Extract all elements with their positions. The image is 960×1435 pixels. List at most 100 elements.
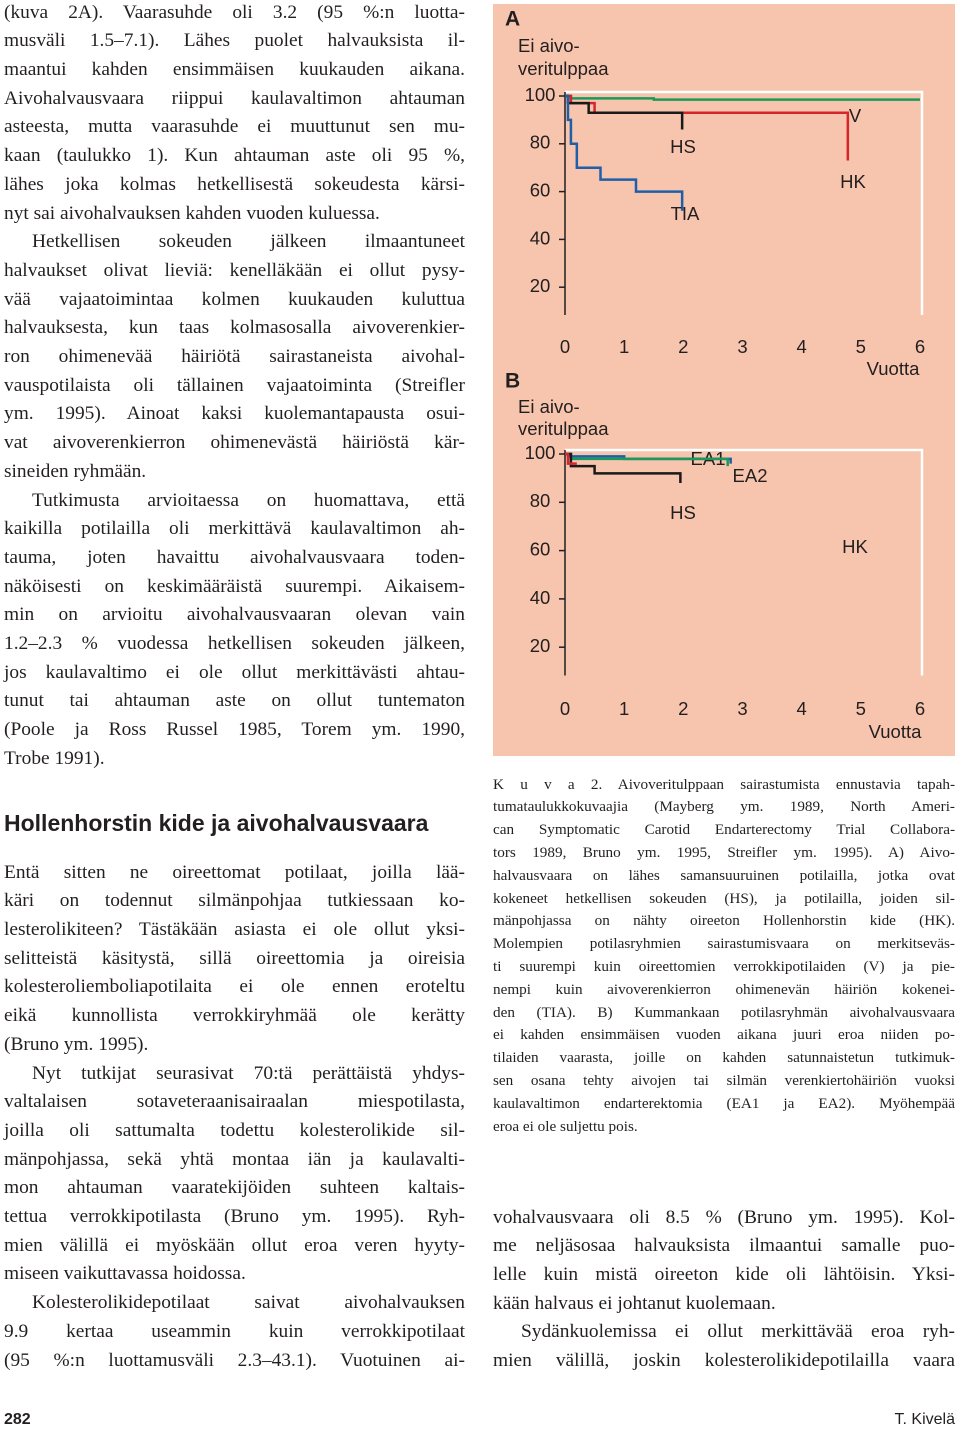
text-line: maantui kahden ensimmäisen kuukauden aik…: [4, 59, 465, 81]
text-line: mon ahtauman vaaratekijöiden suhteen kal…: [4, 1177, 465, 1199]
text-line: (Bruno ym. 1995).: [4, 1033, 149, 1055]
text-line: kolesteroliemboliapotilaita ei ole ennen…: [4, 976, 465, 998]
x-tick-label: 2: [678, 698, 688, 719]
text-line: 1.2–2.3 % vuodessa hetkellisen sokeuden …: [4, 633, 465, 655]
plot-frame: [565, 448, 924, 676]
y-tick-label: 20: [530, 635, 551, 656]
text-line: kaulavaltimon endarterektomia (EA1 ja EA…: [493, 1094, 955, 1112]
y-tick-label: 60: [530, 538, 551, 559]
text-line: nempi kuin aivoverenkierron ohimenevän h…: [493, 980, 955, 998]
text-line: tilaiden vaarasta, joille on kahden satu…: [493, 1049, 955, 1067]
series-label: HK: [840, 171, 866, 192]
x-tick-label: 4: [797, 698, 807, 719]
text-line: Nyt tutkijat seurasivat 70:tä perättäist…: [32, 1062, 465, 1084]
text-line: ti suurempi kuin oireettomien verrokkipo…: [493, 958, 955, 975]
text-line: Tutkimusta arvioitaessa on huomattava, e…: [32, 489, 465, 511]
survival-curve: [565, 94, 684, 211]
y-axis-title: veritulppaa: [518, 58, 609, 79]
text-line: ym. 1995). Ainoat kaksi kuolemantapausta…: [4, 403, 465, 425]
text-line: min on arvioitu aivohalvausvaaran olevan…: [4, 604, 465, 626]
series-label: EA2: [733, 465, 768, 486]
x-tick-label: 1: [619, 698, 629, 719]
text-line: tunut tai ahtauman aste on ollut tuntema…: [4, 690, 465, 712]
y-axis-title: veritulppaa: [518, 418, 609, 439]
survival-curve: [565, 452, 682, 483]
x-tick-label: 5: [856, 698, 866, 719]
text-line: lesterolikiteen? Tästäkään asiasta ei ol…: [4, 919, 465, 941]
y-tick-label: 100: [525, 84, 556, 105]
text-line: Molempien potilasryhmien sairastumisvaar…: [493, 935, 955, 953]
text-line: (Poole ja Ross Russel 1985, Torem ym. 19…: [4, 719, 465, 741]
text-line: sineiden ryhmään.: [4, 460, 147, 482]
text-line: musväli 1.5–7.1). Lähes puolet halvauksi…: [4, 30, 465, 52]
text-line: Entä sitten ne oireettomat potilaat, joi…: [4, 861, 465, 883]
text-line: ei kahden ensimmäisen vuoden aikana juur…: [493, 1026, 955, 1044]
x-tick-label: 5: [856, 336, 866, 357]
plot-frame: [565, 90, 924, 315]
panel-letter: A: [505, 8, 520, 31]
text-line: joilla oli sattumalta todettu kolesterol…: [4, 1119, 465, 1141]
panel-letter: B: [505, 370, 520, 393]
series-label: V: [849, 105, 862, 126]
text-line: mänpohjassa on nähty oireeton Hollenhors…: [493, 912, 955, 930]
x-tick-label: 6: [915, 698, 925, 719]
y-tick-label: 100: [525, 442, 556, 463]
y-tick-label: 80: [530, 132, 551, 153]
text-line: mien välillä ei myöskään ollut eroa vere…: [4, 1234, 465, 1256]
text-line: kaan (taulukko 1). Kun ahtauman aste oli…: [4, 145, 465, 167]
text-line: K u v a 2. Aivoveritulppaan sairastumist…: [493, 775, 955, 793]
text-line: den (TIA). B) Kummankaan potilasryhmän a…: [493, 1003, 955, 1021]
text-line: tauma, joten havaittu aivohalvausvaara t…: [4, 546, 465, 568]
figure-background: [493, 4, 955, 756]
text-line: (95 %:n luottamusväli 2.3–43.1). Vuotuin…: [4, 1349, 465, 1371]
text-line: mänpohjassa, sekä yhtä montaa iän ja kau…: [4, 1148, 465, 1170]
text-line: Kolesterolikidepotilaat saivat aivohalva…: [32, 1292, 465, 1314]
text-line: sen osana tehty aivojen tai silmän veren…: [493, 1072, 955, 1089]
y-tick-label: 80: [530, 490, 551, 511]
series-label: HS: [670, 502, 696, 523]
y-axis-title: Ei aivo-: [518, 35, 580, 56]
y-tick-label: 40: [530, 587, 551, 608]
text-line: vää vajaatoimintaa kolmen kuukauden kulu…: [4, 288, 465, 310]
text-line: Hetkellisen sokeuden jälkeen ilmaantunee…: [32, 231, 465, 253]
text-line: vat aivoverenkierron ohimenevästä häiriö…: [4, 432, 465, 454]
page-number: 282: [4, 1411, 31, 1428]
text-line: Aivohalvausvaara riippui kaulavaltimon a…: [4, 87, 465, 109]
text-line: mien välillä, joskin kolesterolikidepoti…: [493, 1350, 955, 1372]
x-tick-label: 0: [560, 336, 570, 357]
x-tick-label: 2: [678, 336, 688, 357]
text-line: Trobe 1991).: [4, 747, 105, 769]
text-line: me neljäsosaa halvauksista ilmaantui sam…: [493, 1235, 955, 1257]
text-line: tettua verrokkipotilasta (Bruno ym. 1995…: [4, 1206, 465, 1228]
text-line: käri on todennut silmänpohjaa tutkiessaa…: [4, 890, 465, 912]
text-line: lähes joka kolmas hetkellisestä sokeudes…: [4, 173, 465, 195]
series-label: HK: [842, 536, 868, 557]
x-tick-label: 4: [797, 336, 807, 357]
text-line: (kuva 2A). Vaarasuhde oli 3.2 (95 %:n lu…: [4, 1, 465, 23]
series-label: TIA: [671, 203, 700, 224]
text-line: valtalaisen sotaveteraanisairaalan miesp…: [4, 1091, 465, 1113]
series-label: HS: [670, 136, 696, 157]
text-line: tumataulukkokuvaajia (Mayberg ym. 1989, …: [493, 798, 955, 816]
text-line: eroa ei ole suljettu pois.: [493, 1117, 638, 1135]
text-line: näköisesti on keskimääräistä suurempi. A…: [4, 575, 465, 597]
survival-curve: [565, 94, 850, 161]
x-tick-label: 1: [619, 336, 629, 357]
y-axis-title: Ei aivo-: [518, 396, 580, 417]
y-tick-label: 20: [530, 275, 551, 296]
text-line: asteesta, mutta vaarasuhde ei muuttunut …: [4, 116, 465, 138]
author: T. Kivelä: [894, 1411, 955, 1428]
survival-curve: [565, 452, 577, 465]
section-heading: Hollenhorstin kide ja aivohalvausvaara: [4, 810, 429, 836]
x-tick-label: 0: [560, 698, 570, 719]
text-line: eikä kunnollista verrokkiryhmää ole kerä…: [4, 1005, 465, 1027]
x-axis-title: Vuotta: [867, 358, 921, 379]
text-line: selitteistä käsitystä, sillä oireettomia…: [4, 947, 465, 969]
text-line: halvaukset olivat lieviä: kenelläkään ei…: [4, 259, 465, 281]
y-tick-label: 60: [530, 179, 551, 200]
text-line: jos kaulavaltimo ei ole ollut merkittävä…: [4, 661, 465, 683]
text-line: vohalvausvaara oli 8.5 % (Bruno ym. 1995…: [493, 1206, 955, 1228]
text-line: Sydänkuolemissa ei ollut merkittävää ero…: [521, 1321, 955, 1343]
